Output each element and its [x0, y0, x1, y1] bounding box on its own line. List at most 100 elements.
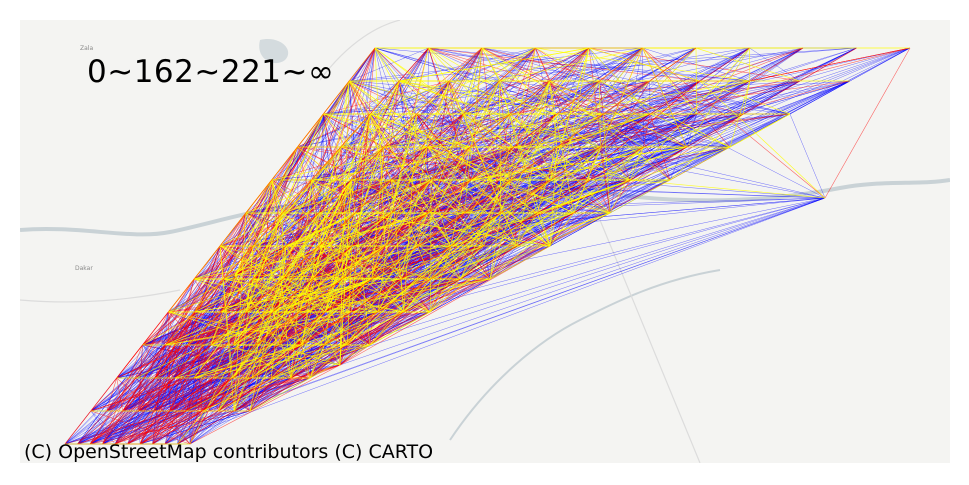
network-link	[470, 146, 644, 181]
network-link	[89, 212, 247, 445]
network-link	[349, 47, 429, 82]
network-link	[729, 113, 791, 148]
network-link	[152, 410, 203, 445]
network-link	[340, 113, 371, 148]
network-link	[114, 410, 155, 445]
network-link	[599, 80, 604, 115]
network-link	[403, 146, 471, 313]
network-link	[699, 80, 791, 115]
network-link	[449, 47, 483, 82]
network-link	[346, 245, 353, 346]
network-link	[116, 344, 143, 379]
place-label-dakar: Dakar	[75, 265, 93, 272]
network-link	[799, 47, 857, 82]
network-link	[629, 146, 688, 181]
network-link	[155, 344, 189, 379]
network-link	[340, 113, 511, 148]
network-link	[323, 80, 800, 115]
network-link	[312, 245, 353, 280]
network-link	[464, 179, 671, 214]
network-link	[170, 377, 214, 412]
network-link	[550, 80, 600, 181]
network-link	[106, 377, 137, 412]
network-link	[339, 197, 826, 366]
network-link	[223, 278, 404, 313]
network-link	[271, 344, 325, 379]
network-link	[256, 311, 300, 346]
network-link	[549, 80, 671, 181]
network-link	[318, 212, 429, 247]
network-link	[282, 245, 485, 280]
network-link	[383, 113, 417, 148]
network-link	[271, 179, 461, 280]
network-link	[470, 146, 515, 181]
map-canvas[interactable]: Zala Dakar 0~162~221~∞	[20, 20, 950, 463]
network-link	[219, 245, 235, 412]
network-link	[556, 80, 600, 115]
network-link	[233, 245, 386, 346]
network-link	[390, 146, 428, 181]
network-link	[325, 278, 372, 313]
network-link	[298, 278, 343, 313]
map-title: 0~162~221~∞	[87, 54, 335, 90]
network-link	[135, 278, 343, 379]
network-link	[743, 80, 801, 115]
network-link	[165, 311, 195, 346]
network-link	[202, 377, 253, 412]
network-link	[599, 80, 651, 115]
network-link	[351, 212, 574, 247]
map-svg: Zala Dakar	[20, 20, 950, 463]
network-link	[403, 278, 461, 313]
network-link	[311, 146, 342, 181]
road-line	[20, 20, 701, 463]
network-link	[309, 344, 325, 379]
network-link	[463, 113, 826, 199]
network-link	[252, 80, 350, 247]
network-link	[318, 80, 350, 247]
network-link	[463, 113, 514, 148]
network-link	[251, 344, 303, 379]
network-link	[609, 179, 631, 214]
network-link	[245, 179, 273, 214]
network-link	[252, 278, 311, 379]
network-link	[168, 311, 171, 412]
network-link	[649, 47, 697, 82]
network-link	[234, 197, 826, 412]
network-link	[282, 245, 320, 280]
network-link	[194, 278, 352, 313]
network-link	[312, 179, 392, 280]
network-link	[460, 113, 558, 280]
network-link	[489, 245, 551, 280]
network-link	[599, 47, 643, 82]
network-link	[234, 113, 324, 276]
network-link	[535, 47, 750, 82]
network-link	[164, 212, 247, 445]
network-link	[384, 212, 429, 247]
network-link	[649, 113, 731, 148]
network-link	[384, 80, 450, 247]
network-link	[463, 80, 600, 115]
network-link	[324, 139, 571, 346]
network-link	[460, 47, 750, 280]
network-link	[354, 47, 483, 214]
network-link	[347, 311, 405, 346]
network-link	[164, 410, 219, 445]
network-link	[536, 179, 551, 214]
network-links	[64, 47, 911, 445]
network-link	[285, 212, 392, 247]
network-link	[481, 47, 644, 148]
network-link	[429, 278, 432, 313]
network-link	[549, 212, 574, 247]
network-link	[549, 47, 643, 82]
network-link	[535, 47, 600, 82]
network-link	[450, 212, 502, 247]
network-link	[569, 113, 744, 141]
network-link	[749, 47, 911, 82]
network-link	[371, 179, 631, 280]
network-link	[174, 344, 212, 379]
network-link	[233, 311, 431, 412]
network-link	[234, 245, 452, 276]
network-link	[213, 344, 302, 379]
river-line-south	[449, 269, 721, 441]
network-link	[232, 278, 343, 379]
